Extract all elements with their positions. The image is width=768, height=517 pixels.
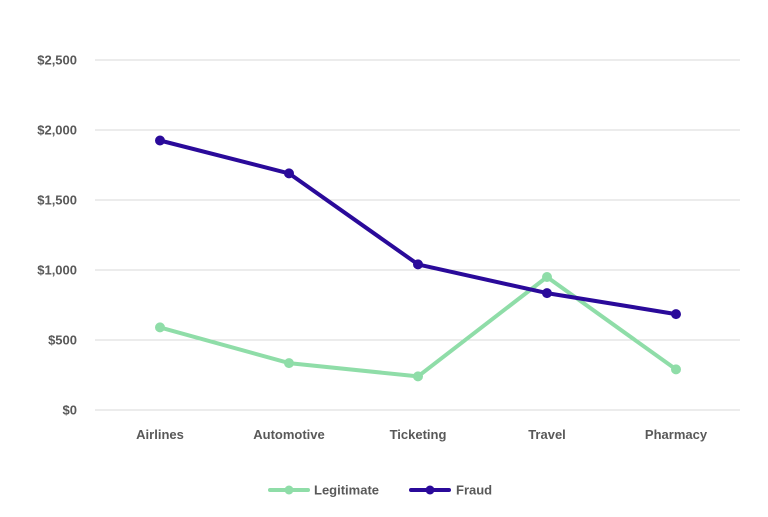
data-point: [542, 272, 552, 282]
legend-marker: [425, 485, 435, 495]
data-point: [671, 309, 681, 320]
y-tick-label: $1,500: [37, 193, 77, 208]
series-lines: [155, 135, 681, 382]
axes: $0 $500 $1,000 $1,500 $2,000 $2,500 Airlines Au…: [37, 53, 708, 443]
y-tick-label: $2,000: [37, 123, 77, 138]
y-tick-label: $500: [48, 333, 77, 348]
x-tick-label: Airlines: [136, 427, 184, 442]
data-point: [413, 259, 423, 270]
data-point: [155, 135, 165, 146]
legend-marker: [284, 485, 294, 495]
x-tick-label: Ticketing: [390, 427, 447, 442]
data-point: [284, 358, 294, 369]
x-tick-label: Automotive: [253, 427, 325, 442]
gridlines: [95, 59, 740, 411]
y-tick-label: $1,000: [37, 263, 77, 278]
x-tick-label: Travel: [528, 427, 566, 442]
x-tick-label: Pharmacy: [645, 427, 708, 442]
y-tick-label: $0: [63, 403, 77, 418]
data-point: [413, 371, 423, 382]
data-point: [284, 168, 294, 179]
data-point: [542, 288, 552, 299]
data-point: [155, 322, 165, 333]
series-line: [158, 138, 678, 317]
data-point: [671, 364, 681, 375]
legend-label: Fraud: [456, 483, 492, 498]
series-line: [158, 275, 678, 379]
legend-label: Legitimate: [314, 483, 379, 498]
y-tick-label: $2,500: [37, 53, 77, 68]
legend: Legitimate Fraud: [268, 483, 492, 498]
